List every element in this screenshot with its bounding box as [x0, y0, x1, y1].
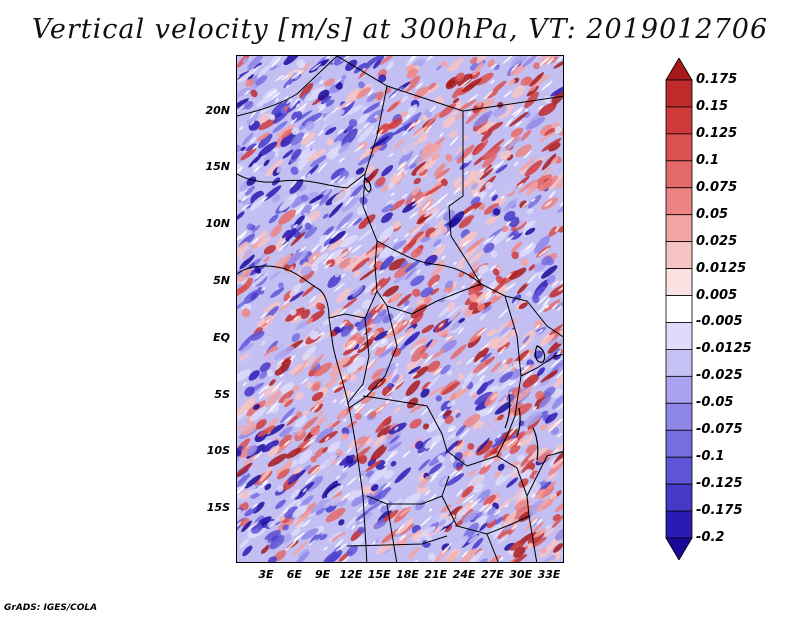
- colorbar-swatch: [665, 241, 693, 269]
- colorbar-label: 0.1: [696, 152, 720, 168]
- colorbar-swatch: [665, 510, 693, 539]
- colorbar-label: -0.2: [696, 530, 725, 545]
- colorbar-swatch: [665, 322, 693, 350]
- x-tick-label: 9E: [315, 568, 331, 581]
- colorbar-label: 0.025: [696, 233, 738, 249]
- x-tick-label: 27E: [480, 568, 504, 581]
- footer-credit: GrADS: IGES/COLA: [4, 603, 98, 613]
- colorbar-swatch: [665, 187, 693, 216]
- x-tick-label: 30E: [509, 568, 533, 581]
- chart-title: Vertical velocity [m/s] at 300hPa, VT: 2…: [31, 14, 769, 45]
- colorbar-swatch: [665, 375, 693, 404]
- y-tick-label: 10N: [205, 217, 230, 230]
- colorbar-swatch: [665, 537, 693, 560]
- y-tick-label: 5S: [214, 388, 230, 401]
- x-tick-label: 24E: [452, 568, 476, 581]
- colorbar-label: -0.0125: [696, 341, 752, 357]
- colorbar-label: -0.125: [696, 476, 743, 492]
- colorbar-label: -0.05: [696, 395, 734, 411]
- colorbar-swatch: [665, 295, 693, 323]
- y-tick-label: 10S: [206, 444, 230, 457]
- x-tick-label: 15E: [367, 568, 391, 581]
- colorbar-label: 0.0125: [696, 260, 747, 276]
- colorbar-label: 0.15: [696, 98, 729, 114]
- colorbar-label: 0.075: [696, 179, 738, 195]
- colorbar-label: 0.005: [696, 287, 738, 303]
- colorbar-swatch: [665, 429, 693, 458]
- colorbar-label: 0.05: [696, 206, 729, 222]
- colorbar-swatch: [665, 349, 693, 377]
- colorbar-swatch: [665, 214, 693, 243]
- colorbar-label: -0.005: [696, 314, 743, 330]
- colorbar-swatch: [665, 268, 693, 296]
- colorbar-swatch: [665, 133, 693, 162]
- colorbar-swatch: [665, 79, 693, 108]
- y-tick-label: EQ: [213, 331, 230, 344]
- colorbar-label: -0.1: [696, 449, 725, 465]
- colorbar-swatch: [665, 160, 693, 189]
- y-tick-label: 20N: [205, 104, 230, 117]
- x-tick-label: 21E: [424, 568, 448, 581]
- x-tick-label: 18E: [396, 568, 419, 581]
- x-tick-label: 3E: [258, 568, 274, 581]
- colorbar-label: 0.125: [696, 125, 738, 141]
- x-tick-label: 12E: [339, 568, 363, 581]
- colorbar: [665, 58, 693, 560]
- country-borders: [237, 56, 563, 562]
- colorbar-swatch: [665, 106, 693, 135]
- y-tick-label: 5N: [213, 274, 230, 287]
- y-tick-label: 15N: [205, 160, 230, 173]
- x-tick-label: 6E: [286, 568, 302, 581]
- colorbar-swatch: [665, 483, 693, 512]
- colorbar-label: -0.175: [696, 503, 743, 519]
- colorbar-swatch: [665, 58, 693, 81]
- colorbar-label: 0.175: [696, 72, 738, 87]
- colorbar-label: -0.025: [696, 368, 743, 384]
- map-panel: [236, 55, 564, 563]
- y-tick-label: 15S: [206, 501, 230, 514]
- colorbar-swatch: [665, 402, 693, 431]
- lakes: [363, 176, 546, 461]
- x-tick-label: 33E: [537, 568, 561, 581]
- colorbar-label: -0.075: [696, 422, 743, 438]
- velocity-field: [237, 56, 563, 562]
- colorbar-swatch: [665, 456, 693, 485]
